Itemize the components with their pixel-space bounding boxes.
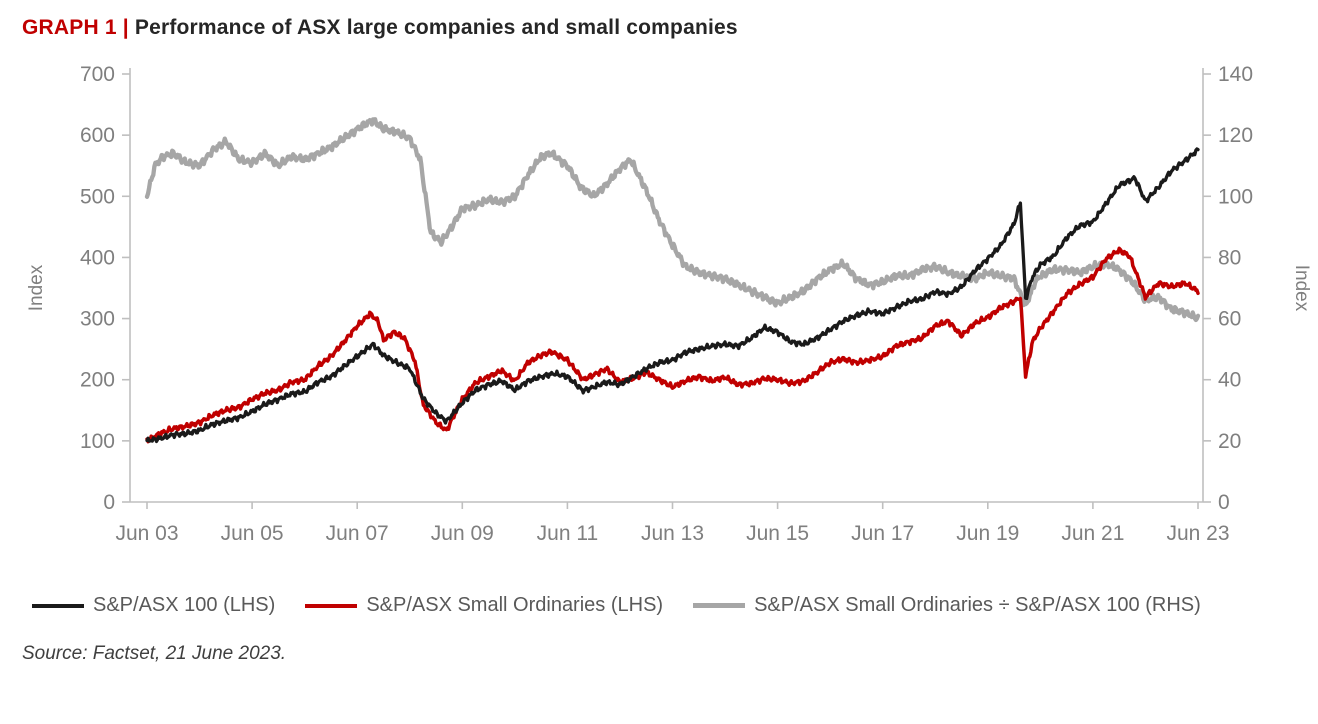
right-axis-tick-label: 80	[1218, 246, 1241, 269]
right-axis-tick-label: 40	[1218, 369, 1241, 392]
left-axis-tick-label: 400	[80, 246, 115, 269]
right-axis-title: Index	[1291, 265, 1312, 312]
left-axis-title: Index	[26, 264, 47, 311]
x-axis: Jun 03 Jun 05 Jun 07 Jun 09 Jun 11 Jun 13 Jun …	[115, 501, 1230, 545]
x-axis-tick-label: Jun 13	[641, 522, 704, 545]
legend-swatch	[32, 603, 84, 608]
x-axis-tick-label: Jun 19	[956, 522, 1019, 545]
x-axis-tick-label: Jun 11	[537, 522, 599, 545]
chart-legend: S&P/ASX 100 (LHS) S&P/ASX Small Ordinari…	[0, 594, 1318, 617]
source-note: Source: Factset, 21 June 2023.	[22, 643, 287, 664]
x-axis-tick-label: Jun 09	[431, 522, 494, 545]
chart-svg: 0 100 200 300 400 500 600 700 0 20 40 60 80 100 120 140…	[26, 63, 1312, 545]
right-axis-tick-label: 60	[1218, 308, 1241, 331]
series-line-2	[144, 117, 1201, 323]
legend-label: S&P/ASX Small Ordinaries ÷ S&P/ASX 100 (…	[754, 594, 1201, 616]
left-axis-tick-label: 100	[80, 430, 115, 453]
legend-item-small-ordinaries: S&P/ASX Small Ordinaries (LHS)	[305, 594, 663, 617]
x-axis-tick-label: Jun 15	[746, 522, 809, 545]
left-axis-tick-label: 0	[103, 491, 115, 514]
right-axis-tick-label: 20	[1218, 430, 1241, 453]
left-axis: 0 100 200 300 400 500 600 700	[80, 63, 131, 514]
left-axis-tick-label: 700	[80, 63, 115, 86]
series-line-0	[145, 147, 1200, 444]
legend-swatch	[305, 603, 358, 608]
left-axis-tick-label: 600	[80, 124, 115, 147]
series-line-1	[145, 246, 1200, 444]
right-axis-tick-label: 120	[1218, 124, 1253, 147]
left-axis-tick-label: 200	[80, 369, 115, 392]
right-axis-tick-label: 100	[1218, 185, 1253, 208]
chart-title-text: Performance of ASX large companies and s…	[134, 16, 738, 39]
right-axis-tick-label: 0	[1218, 491, 1230, 514]
legend-label: S&P/ASX 100 (LHS)	[93, 594, 276, 616]
x-axis-tick-label: Jun 03	[115, 522, 178, 545]
chart-title: GRAPH 1 | Performance of ASX large compan…	[0, 0, 1318, 40]
legend-swatch	[693, 603, 746, 608]
right-axis: 0 20 40 60 80 100 120 140	[1202, 63, 1253, 514]
x-axis-tick-label: Jun 23	[1166, 522, 1229, 545]
x-axis-tick-label: Jun 07	[326, 522, 389, 545]
left-axis-tick-label: 300	[80, 308, 115, 331]
left-axis-tick-label: 500	[80, 185, 115, 208]
legend-item-ratio: S&P/ASX Small Ordinaries ÷ S&P/ASX 100 (…	[693, 594, 1201, 617]
legend-item-asx100: S&P/ASX 100 (LHS)	[32, 594, 275, 617]
x-axis-tick-label: Jun 21	[1061, 522, 1124, 545]
x-axis-tick-label: Jun 05	[221, 522, 284, 545]
right-axis-tick-label: 140	[1218, 63, 1253, 86]
series-lines	[144, 117, 1201, 444]
graph-number-tag: GRAPH 1 |	[22, 16, 129, 39]
legend-label: S&P/ASX Small Ordinaries (LHS)	[366, 594, 664, 616]
x-axis-tick-label: Jun 17	[851, 522, 914, 545]
